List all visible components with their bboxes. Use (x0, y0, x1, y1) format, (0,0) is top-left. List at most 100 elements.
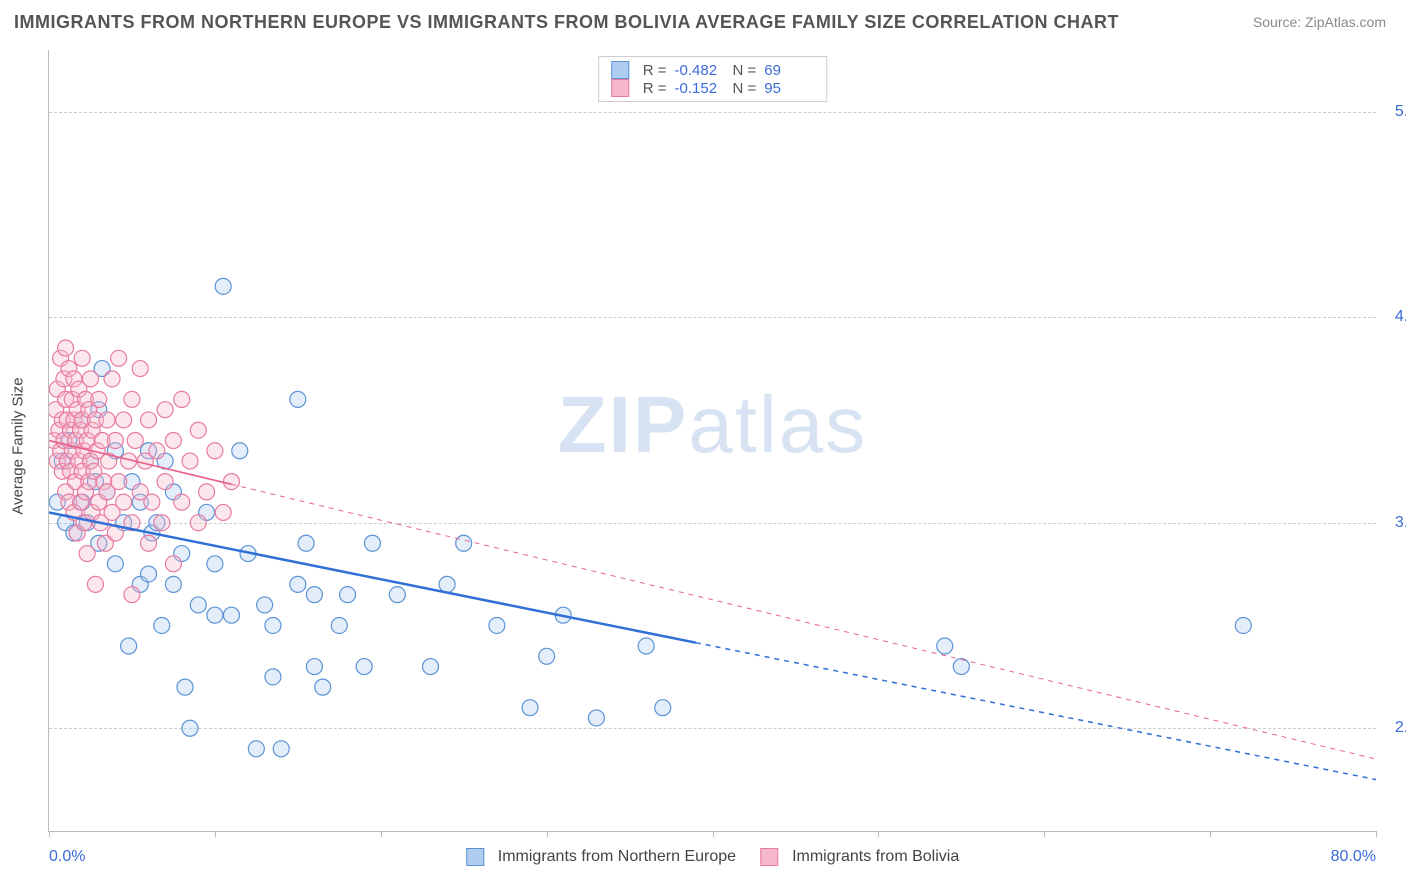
data-point (174, 391, 190, 407)
x-tick (49, 831, 50, 837)
y-axis-title: Average Family Size (10, 377, 27, 514)
data-point (154, 617, 170, 633)
data-point (157, 474, 173, 490)
x-tick (215, 831, 216, 837)
source-prefix: Source: (1253, 14, 1305, 30)
data-point (522, 700, 538, 716)
source-attribution: Source: ZipAtlas.com (1253, 14, 1386, 30)
data-point (1235, 617, 1251, 633)
data-point (306, 587, 322, 603)
data-point (132, 361, 148, 377)
x-tick (381, 831, 382, 837)
data-point (91, 391, 107, 407)
data-point (290, 391, 306, 407)
data-point (82, 371, 98, 387)
data-point (638, 638, 654, 654)
data-point (364, 535, 380, 551)
data-point (182, 720, 198, 736)
data-point (165, 556, 181, 572)
x-tick (713, 831, 714, 837)
data-point (389, 587, 405, 603)
data-point (107, 433, 123, 449)
data-point (149, 443, 165, 459)
data-point (232, 443, 248, 459)
data-point (356, 659, 372, 675)
data-point (124, 391, 140, 407)
data-point (141, 412, 157, 428)
swatch-icon (611, 61, 629, 79)
swatch-icon (611, 79, 629, 97)
data-point (207, 443, 223, 459)
legend-row-series-0: R = -0.482 N = 69 (611, 61, 815, 79)
data-point (248, 741, 264, 757)
data-point (190, 515, 206, 531)
scatter-svg (49, 50, 1376, 831)
chart-container: IMMIGRANTS FROM NORTHERN EUROPE VS IMMIG… (0, 0, 1406, 892)
data-point (144, 494, 160, 510)
data-point (104, 371, 120, 387)
data-point (121, 638, 137, 654)
data-point (79, 546, 95, 562)
x-tick (547, 831, 548, 837)
data-point (157, 402, 173, 418)
data-point (107, 556, 123, 572)
data-point (257, 597, 273, 613)
data-point (331, 617, 347, 633)
x-tick (1376, 831, 1377, 837)
data-point (298, 535, 314, 551)
data-point (190, 597, 206, 613)
source-link[interactable]: ZipAtlas.com (1305, 14, 1386, 30)
data-point (182, 453, 198, 469)
data-point (223, 607, 239, 623)
x-tick (1044, 831, 1045, 837)
legend-item-series-1: Immigrants from Bolivia (760, 848, 959, 866)
data-point (265, 617, 281, 633)
x-axis-min-label: 0.0% (49, 848, 85, 866)
data-point (207, 607, 223, 623)
data-point (199, 484, 215, 500)
data-point (340, 587, 356, 603)
data-point (174, 494, 190, 510)
data-point (58, 340, 74, 356)
data-point (116, 494, 132, 510)
data-point (265, 669, 281, 685)
data-point (116, 412, 132, 428)
x-tick (1210, 831, 1211, 837)
x-axis-max-label: 80.0% (1331, 848, 1376, 866)
data-point (315, 679, 331, 695)
data-point (190, 422, 206, 438)
data-point (937, 638, 953, 654)
data-point (215, 504, 231, 520)
data-point (165, 576, 181, 592)
data-point (655, 700, 671, 716)
data-point (456, 535, 472, 551)
data-point (165, 433, 181, 449)
data-point (141, 566, 157, 582)
data-point (290, 576, 306, 592)
data-point (99, 412, 115, 428)
data-point (124, 587, 140, 603)
data-point (87, 576, 103, 592)
y-tick-label: 4.00 (1386, 308, 1406, 326)
data-point (273, 741, 289, 757)
data-point (207, 556, 223, 572)
swatch-icon (760, 848, 778, 866)
data-point (74, 350, 90, 366)
data-point (111, 350, 127, 366)
data-point (953, 659, 969, 675)
correlation-legend: R = -0.482 N = 69 R = -0.152 N = 95 (598, 56, 828, 102)
data-point (439, 576, 455, 592)
swatch-icon (466, 848, 484, 866)
legend-row-series-1: R = -0.152 N = 95 (611, 79, 815, 97)
data-point (306, 659, 322, 675)
y-tick-label: 2.00 (1386, 719, 1406, 737)
data-point (588, 710, 604, 726)
x-tick (878, 831, 879, 837)
data-point (111, 474, 127, 490)
data-point (177, 679, 193, 695)
chart-title: IMMIGRANTS FROM NORTHERN EUROPE VS IMMIG… (14, 12, 1119, 33)
y-tick-label: 5.00 (1386, 103, 1406, 121)
data-point (489, 617, 505, 633)
data-point (215, 278, 231, 294)
data-point (127, 433, 143, 449)
